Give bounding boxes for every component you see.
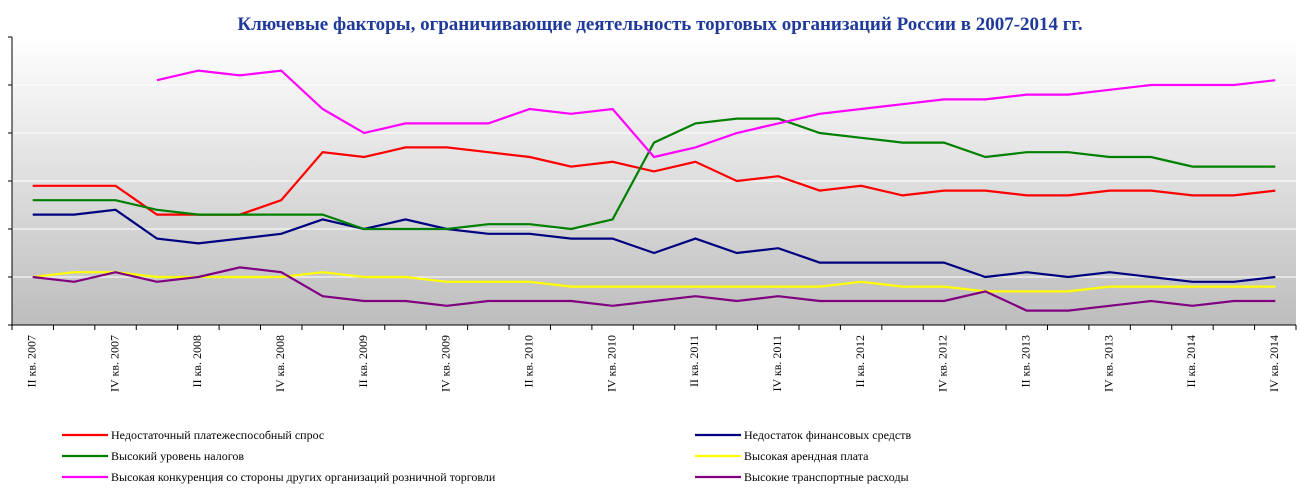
series-line xyxy=(156,69,1276,159)
series-line xyxy=(32,208,1276,283)
legend-label: Высокий уровень налогов xyxy=(111,449,244,463)
series-line xyxy=(32,117,1276,231)
x-tick-label: II кв. 2007 xyxy=(24,335,38,388)
x-tick-label: IV кв. 2012 xyxy=(936,335,950,392)
x-tick-label: IV кв. 2007 xyxy=(107,335,121,392)
series-line xyxy=(32,266,1276,312)
series-line xyxy=(32,271,1276,293)
legend-label: Недостаток финансовых средств xyxy=(744,428,911,442)
chart-title: Ключевые факторы, ограничивающие деятель… xyxy=(237,14,1083,35)
x-tick-label: IV кв. 2013 xyxy=(1101,335,1115,392)
x-tick-label: IV кв. 2014 xyxy=(1267,335,1281,392)
x-tick-label: IV кв. 2009 xyxy=(439,335,453,392)
x-tick-label: IV кв. 2010 xyxy=(604,335,618,392)
x-tick-label: IV кв. 2011 xyxy=(770,335,784,392)
x-tick-label: IV кв. 2008 xyxy=(273,335,287,392)
legend-label: Высокая конкуренция со стороны других ор… xyxy=(111,470,496,484)
legend-label: Высокие транспортные расходы xyxy=(744,470,909,484)
x-tick-label: II кв. 2011 xyxy=(687,335,701,387)
x-tick-label: II кв. 2010 xyxy=(521,335,535,388)
x-tick-label: II кв. 2013 xyxy=(1019,335,1033,388)
x-tick-label: II кв. 2009 xyxy=(356,335,370,388)
x-tick-label: II кв. 2012 xyxy=(853,335,867,388)
x-tick-label: II кв. 2008 xyxy=(190,335,204,388)
legend-label: Высокая арендная плата xyxy=(744,449,869,463)
legend-label: Недостаточный платежеспособный спрос xyxy=(111,428,324,442)
x-tick-label: II кв. 2014 xyxy=(1184,335,1198,388)
